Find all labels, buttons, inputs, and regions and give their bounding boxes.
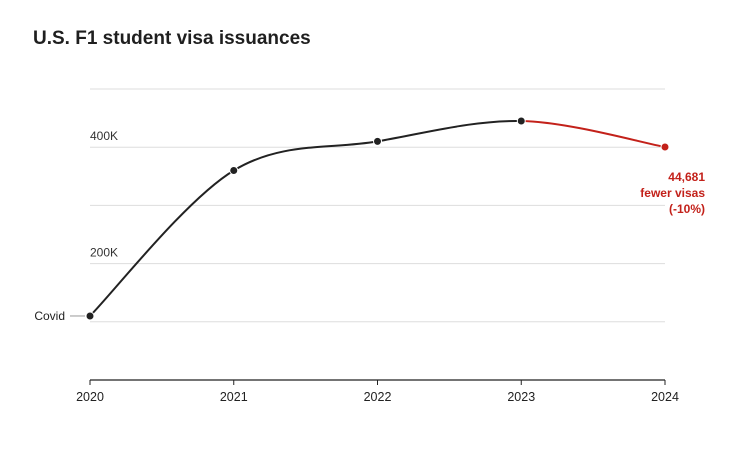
x-tick-label: 2021 — [220, 390, 248, 404]
data-point — [516, 116, 526, 126]
x-tick-label: 2023 — [507, 390, 535, 404]
decline-annotation-line: 44,681 — [668, 170, 705, 184]
annotations: Covid 44,681 fewer visas (-10%) — [34, 170, 705, 323]
data-points — [85, 116, 670, 321]
gridlines — [90, 88, 665, 323]
x-tick-label: 2024 — [651, 390, 679, 404]
data-point — [373, 136, 382, 146]
series-line-main — [89, 120, 522, 317]
decline-annotation-line: fewer visas — [640, 186, 705, 200]
y-tick-labels: 400K 200K — [90, 129, 118, 259]
data-point — [85, 311, 95, 321]
covid-annotation: Covid — [34, 309, 65, 323]
decline-annotation-line: (-10%) — [669, 202, 705, 216]
series-line-highlight — [521, 120, 666, 148]
series-lines — [89, 120, 666, 317]
x-axis: 2020 2021 2022 2023 2024 — [76, 379, 679, 404]
x-tick-label: 2020 — [76, 390, 104, 404]
data-point — [229, 165, 239, 175]
data-point — [660, 142, 670, 152]
y-tick-label: 400K — [90, 129, 118, 143]
x-tick-label: 2022 — [364, 390, 392, 404]
y-tick-label: 200K — [90, 246, 118, 260]
chart-title: U.S. F1 student visa issuances — [33, 28, 311, 49]
